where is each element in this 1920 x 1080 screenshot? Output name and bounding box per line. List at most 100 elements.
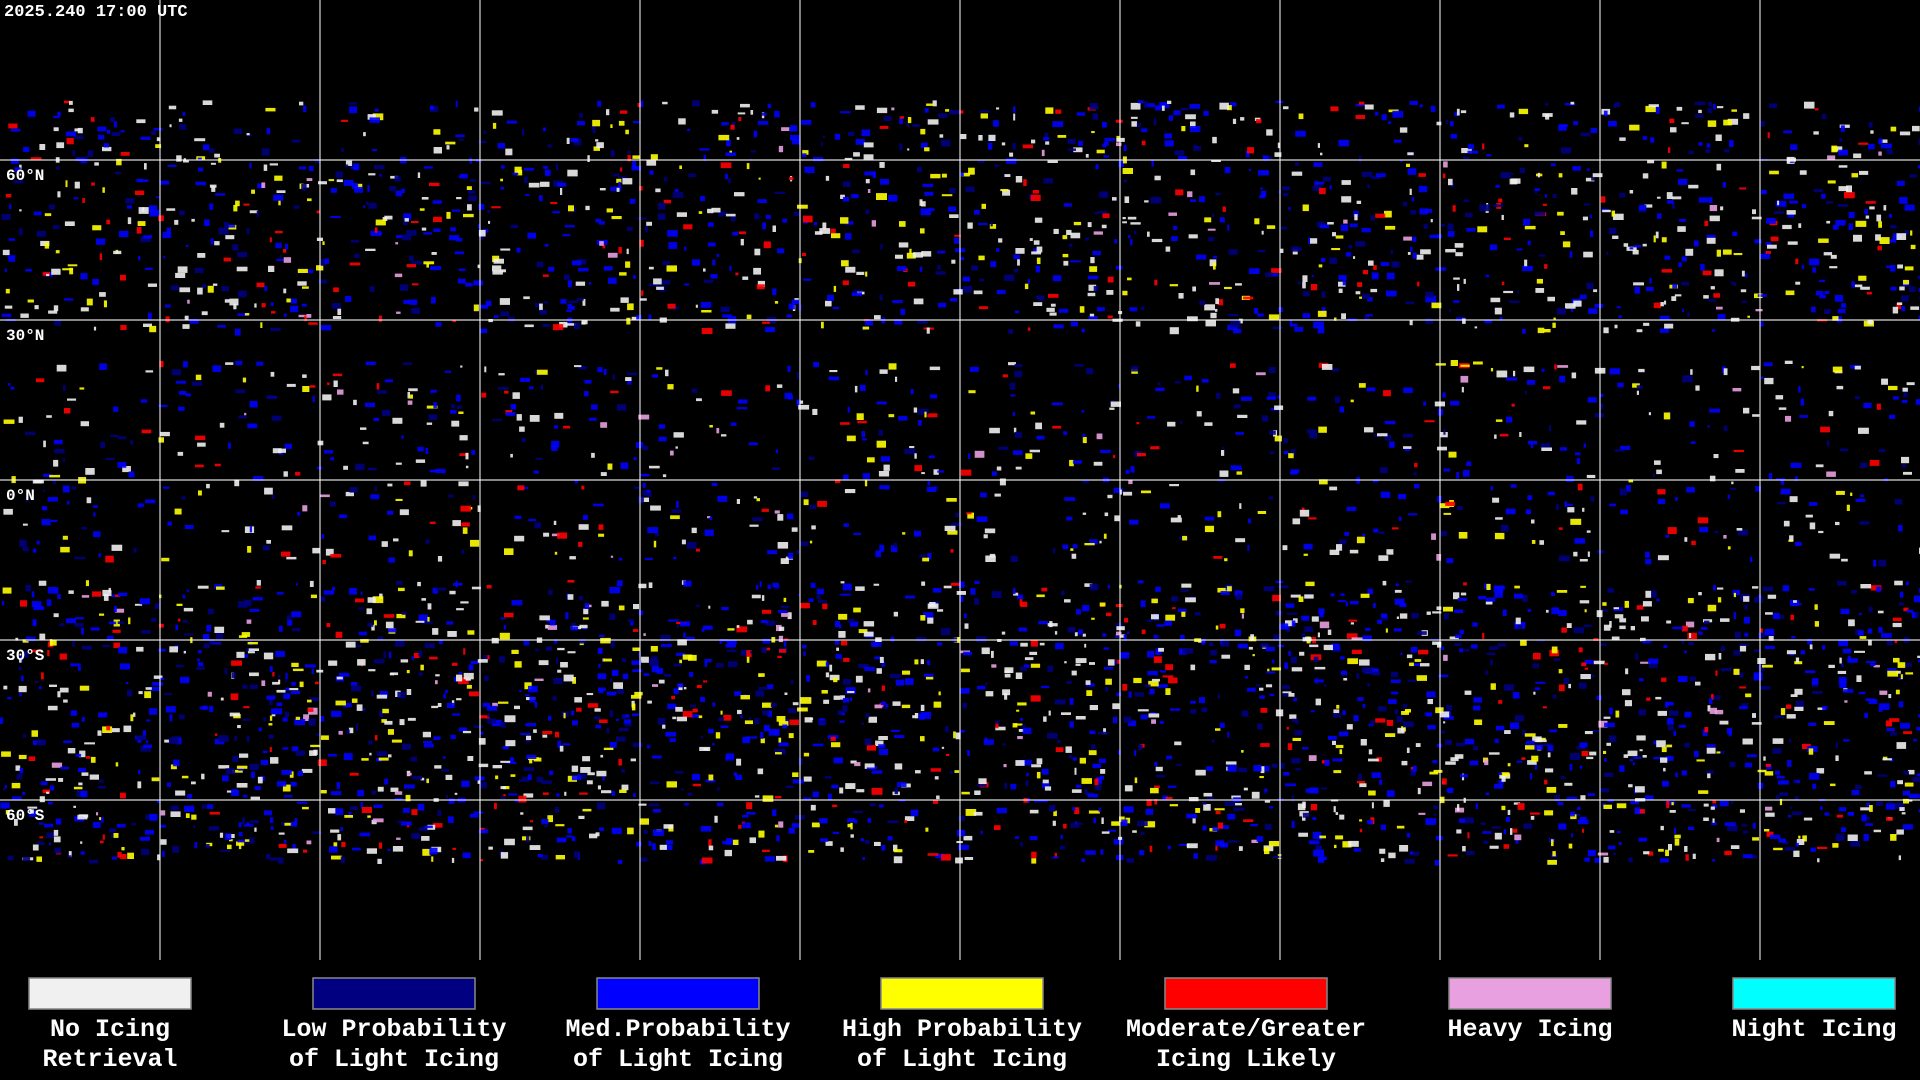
- icing-pixel: [648, 283, 660, 287]
- icing-pixel: [640, 857, 648, 862]
- icing-pixel: [1474, 326, 1478, 329]
- icing-pixel: [813, 743, 824, 747]
- icing-pixel: [130, 440, 134, 445]
- icing-pixel: [330, 216, 341, 219]
- icing-pixel: [174, 219, 179, 225]
- icing-pixel: [1659, 328, 1669, 333]
- icing-pixel: [865, 271, 868, 277]
- icing-pixel: [553, 425, 559, 429]
- icing-pixel: [1443, 606, 1453, 612]
- icing-pixel: [1385, 290, 1397, 297]
- icing-pixel: [1870, 585, 1882, 591]
- icing-pixel: [1337, 600, 1346, 603]
- icing-pixel: [1815, 464, 1824, 468]
- icing-pixel: [1908, 769, 1915, 775]
- icing-pixel: [1739, 645, 1747, 652]
- icing-pixel: [1367, 819, 1373, 825]
- icing-pixel: [70, 710, 77, 716]
- icing-pixel: [995, 721, 999, 729]
- icing-pixel: [423, 743, 434, 748]
- icing-pixel: [1769, 170, 1779, 175]
- icing-pixel: [535, 303, 543, 308]
- icing-pixel: [310, 744, 321, 748]
- icing-pixel: [1524, 390, 1527, 395]
- icing-pixel: [1133, 677, 1142, 684]
- icing-pixel: [1441, 778, 1447, 785]
- icing-pixel: [1524, 144, 1529, 148]
- icing-pixel: [492, 122, 497, 129]
- icing-pixel: [571, 836, 576, 842]
- icing-pixel: [1112, 703, 1120, 710]
- icing-pixel: [662, 474, 667, 478]
- icing-pixel: [1869, 805, 1873, 812]
- icing-pixel: [1855, 220, 1867, 227]
- icing-pixel: [238, 822, 242, 828]
- icing-pixel: [160, 824, 166, 828]
- icing-pixel: [771, 467, 780, 471]
- icing-pixel: [435, 674, 440, 677]
- icing-pixel: [1877, 610, 1884, 614]
- icing-pixel: [1195, 254, 1207, 260]
- icing-pixel: [321, 325, 332, 331]
- icing-pixel: [864, 479, 868, 487]
- icing-pixel: [69, 100, 73, 105]
- icing-pixel: [7, 855, 14, 861]
- icing-pixel: [725, 753, 735, 760]
- icing-pixel: [399, 719, 405, 726]
- icing-pixel: [1716, 306, 1723, 310]
- icing-pixel: [433, 147, 442, 154]
- icing-pixel: [852, 249, 860, 254]
- icing-pixel: [840, 640, 848, 646]
- icing-pixel: [1262, 155, 1269, 161]
- icing-pixel: [1064, 599, 1071, 603]
- icing-pixel: [198, 662, 204, 667]
- icing-pixel: [656, 367, 663, 370]
- icing-pixel: [266, 395, 276, 399]
- icing-pixel: [376, 694, 388, 699]
- icing-pixel: [1573, 300, 1582, 307]
- icing-pixel: [1843, 689, 1854, 693]
- icing-pixel: [1128, 720, 1137, 727]
- icing-pixel: [928, 208, 935, 211]
- icing-pixel: [1100, 849, 1104, 855]
- icing-pixel: [138, 691, 143, 695]
- icing-pixel: [692, 708, 698, 713]
- icing-pixel: [1844, 191, 1855, 199]
- icing-pixel: [825, 300, 832, 307]
- icing-pixel: [1094, 778, 1099, 786]
- icing-pixel: [971, 265, 978, 271]
- icing-pixel: [1251, 839, 1259, 843]
- icing-pixel: [988, 134, 996, 141]
- icing-pixel: [1190, 199, 1197, 202]
- icing-pixel: [1143, 101, 1149, 109]
- icing-pixel: [686, 636, 695, 641]
- icing-pixel: [1426, 691, 1436, 698]
- icing-pixel: [710, 274, 718, 279]
- icing-pixel: [1289, 714, 1297, 719]
- icing-pixel: [231, 672, 236, 679]
- icing-pixel: [102, 834, 105, 840]
- icing-pixel: [1889, 414, 1896, 419]
- icing-pixel: [377, 858, 382, 864]
- icing-pixel: [332, 586, 336, 591]
- icing-pixel: [140, 503, 144, 507]
- icing-pixel: [1564, 501, 1567, 508]
- icing-pixel: [652, 843, 656, 851]
- icing-pixel: [662, 261, 671, 266]
- icing-pixel: [1450, 121, 1454, 127]
- icing-pixel: [682, 654, 693, 660]
- icing-pixel: [941, 746, 945, 749]
- icing-pixel: [137, 781, 142, 789]
- icing-pixel: [18, 666, 22, 671]
- icing-pixel: [633, 604, 639, 610]
- icing-pixel: [667, 384, 674, 390]
- icing-pixel: [1556, 308, 1566, 315]
- icing-pixel: [1450, 757, 1459, 762]
- icing-pixel: [599, 188, 606, 191]
- icing-pixel: [649, 781, 660, 785]
- icing-pixel: [130, 714, 134, 722]
- icing-pixel: [75, 617, 84, 620]
- icing-pixel: [1490, 683, 1496, 690]
- icing-pixel: [1518, 108, 1529, 115]
- icing-pixel: [1454, 609, 1464, 613]
